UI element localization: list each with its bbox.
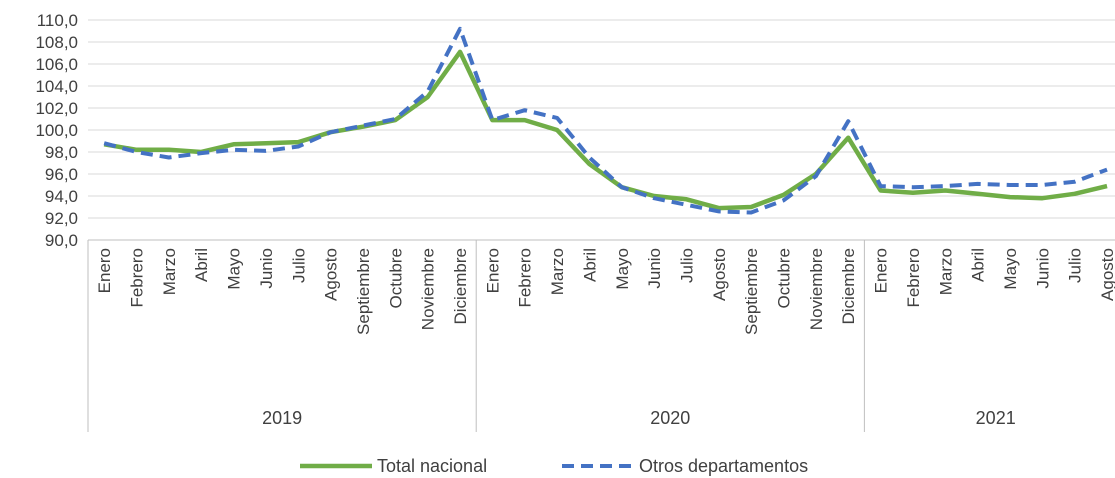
x-tick-label: Diciembre: [839, 248, 858, 325]
x-tick-label: Abril: [969, 248, 988, 282]
x-tick-label: Abril: [580, 248, 599, 282]
x-tick-label: Enero: [872, 248, 891, 293]
x-tick-label: Octubre: [775, 248, 794, 308]
y-tick-label: 100,0: [35, 121, 78, 140]
gridlines: [88, 19, 1115, 241]
y-tick-label: 98,0: [45, 143, 78, 162]
x-tick-label: Febrero: [516, 248, 535, 308]
y-tick-label: 94,0: [45, 187, 78, 206]
x-tick-label: Mayo: [613, 248, 632, 290]
legend: Total nacional Otros departamentos: [300, 456, 808, 476]
legend-label: Total nacional: [377, 456, 487, 476]
x-tick-label: Octubre: [386, 248, 405, 308]
y-axis-tick-labels: 90,0 92,0 94,0 96,0 98,0 100,0 102,0 104,0 106,0…: [35, 11, 78, 250]
x-tick-label: Febrero: [904, 248, 923, 308]
y-tick-label: 108,0: [35, 33, 78, 52]
x-tick-label: Junio: [1033, 248, 1052, 289]
x-tick-label: Julio: [289, 248, 308, 283]
year-label: 2019: [262, 408, 302, 428]
x-tick-label: Diciembre: [451, 248, 470, 325]
year-label: 2021: [976, 408, 1016, 428]
x-tick-label: Febrero: [128, 248, 147, 308]
x-tick-label: Agosto: [1098, 248, 1115, 301]
x-tick-label: Junio: [645, 248, 664, 289]
y-tick-label: 96,0: [45, 165, 78, 184]
legend-label: Otros departamentos: [639, 456, 808, 476]
x-tick-label: Mayo: [1001, 248, 1020, 290]
x-tick-label: Agosto: [322, 248, 341, 301]
x-tick-label: Septiembre: [742, 248, 761, 335]
x-tick-label: Mayo: [225, 248, 244, 290]
x-axis: [87, 239, 1115, 432]
x-tick-label: Noviembre: [807, 248, 826, 330]
y-tick-label: 92,0: [45, 209, 78, 228]
x-tick-label: Marzo: [160, 248, 179, 295]
y-tick-label: 102,0: [35, 99, 78, 118]
series-line-total-nacional: [103, 49, 1108, 211]
x-tick-label: Noviembre: [419, 248, 438, 330]
x-tick-label: Marzo: [548, 248, 567, 295]
x-axis-month-labels: Enero Febrero Marzo Abril Mayo Junio Julio Agos…: [95, 248, 1115, 335]
y-tick-label: 104,0: [35, 77, 78, 96]
y-tick-label: 110,0: [37, 11, 78, 30]
x-tick-label: Julio: [1066, 248, 1085, 283]
x-tick-label: Junio: [257, 248, 276, 289]
series-lines: [103, 26, 1108, 215]
x-tick-label: Enero: [95, 248, 114, 293]
x-tick-label: Agosto: [710, 248, 729, 301]
x-tick-label: Julio: [677, 248, 696, 283]
x-tick-label: Septiembre: [354, 248, 373, 335]
x-tick-label: Marzo: [936, 248, 955, 295]
series-line-otros-departamentos: [103, 26, 1108, 215]
x-axis-year-labels: 2019 2020 2021: [262, 408, 1016, 428]
y-tick-label: 106,0: [35, 55, 78, 74]
year-label: 2020: [650, 408, 690, 428]
x-tick-label: Abril: [192, 248, 211, 282]
y-tick-label: 90,0: [45, 231, 78, 250]
x-tick-label: Enero: [483, 248, 502, 293]
